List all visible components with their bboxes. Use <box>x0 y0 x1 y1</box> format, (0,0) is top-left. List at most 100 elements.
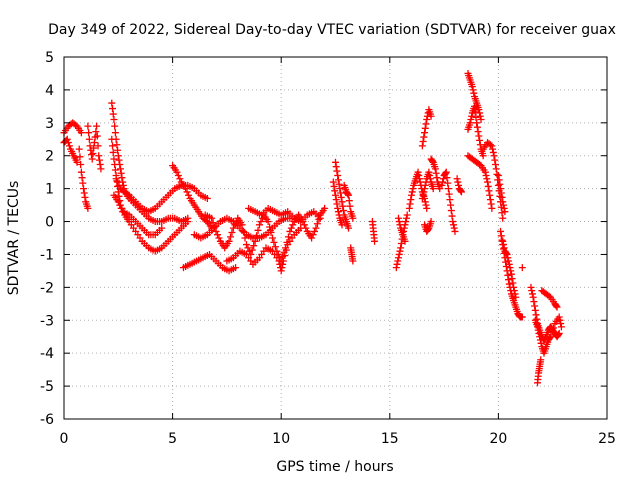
data-point <box>485 187 493 195</box>
data-point <box>63 135 71 143</box>
data-point <box>500 244 508 252</box>
data-point <box>409 185 417 193</box>
data-point <box>423 116 431 124</box>
data-point <box>501 208 509 216</box>
data-point <box>415 171 423 179</box>
data-point <box>407 196 415 204</box>
data-point <box>469 86 477 94</box>
data-point <box>339 202 347 210</box>
data-point <box>86 142 94 150</box>
data-point <box>447 207 455 215</box>
data-point <box>488 142 496 150</box>
data-point <box>508 275 516 283</box>
data-point <box>228 229 236 237</box>
data-point <box>510 283 518 291</box>
data-point <box>536 336 544 344</box>
data-point <box>402 214 410 222</box>
data-point <box>537 339 545 347</box>
data-point <box>486 141 494 149</box>
data-point <box>420 188 428 196</box>
data-point <box>109 110 117 118</box>
data-point <box>489 145 497 153</box>
data-point <box>284 233 292 241</box>
data-point <box>81 193 89 201</box>
data-point <box>397 244 405 252</box>
data-point <box>118 174 126 182</box>
data-point <box>173 168 181 176</box>
data-point <box>483 175 491 183</box>
data-point <box>403 211 411 219</box>
data-point <box>492 165 500 173</box>
data-point <box>533 323 541 331</box>
y-tick-label: 0 <box>45 215 54 231</box>
data-point <box>248 246 256 254</box>
data-point <box>534 326 542 334</box>
data-point <box>281 252 289 260</box>
data-point <box>421 124 429 132</box>
data-point <box>471 102 479 110</box>
data-point <box>433 174 441 182</box>
data-point <box>488 204 496 212</box>
x-tick-label: 10 <box>272 431 290 447</box>
data-point <box>495 176 503 184</box>
data-point <box>549 324 557 332</box>
y-tick-label: -3 <box>40 313 54 329</box>
y-tick-label: 2 <box>45 149 54 165</box>
data-point <box>443 174 451 182</box>
grid-lines <box>64 57 607 419</box>
x-tick-label: 15 <box>381 431 399 447</box>
data-point <box>421 129 429 137</box>
y-tick-label: 5 <box>45 50 54 66</box>
data-point <box>334 176 342 184</box>
y-tick-label: -1 <box>40 247 54 263</box>
data-point <box>467 116 475 124</box>
data-point <box>547 333 555 341</box>
data-point <box>264 218 272 226</box>
x-axis-ticks: 0 5 10 15 20 25 <box>60 57 616 447</box>
data-point <box>313 220 321 228</box>
data-point <box>97 165 105 173</box>
data-point <box>468 83 476 91</box>
y-tick-label: 4 <box>45 83 54 99</box>
data-point <box>557 320 565 328</box>
data-point <box>108 99 116 107</box>
data-point <box>93 132 101 140</box>
data-point <box>88 151 96 159</box>
data-point <box>111 129 119 137</box>
y-tick-label: 3 <box>45 116 54 132</box>
data-point <box>111 161 119 169</box>
data-point <box>473 119 481 127</box>
data-point <box>505 257 513 265</box>
data-point <box>174 171 182 179</box>
data-point <box>393 260 401 268</box>
data-point <box>444 179 452 187</box>
data-point <box>497 232 505 240</box>
data-point <box>531 306 539 314</box>
x-tick-label: 25 <box>598 431 616 447</box>
data-point <box>241 234 249 242</box>
data-point <box>499 241 507 249</box>
data-point <box>422 120 430 128</box>
data-point <box>183 188 191 196</box>
data-point <box>397 239 405 247</box>
data-point <box>510 287 518 295</box>
data-point <box>251 237 259 245</box>
data-point <box>511 290 519 298</box>
data-point <box>316 214 324 222</box>
data-point <box>503 250 511 258</box>
data-point <box>431 165 439 173</box>
data-point <box>439 175 447 183</box>
data-point <box>401 237 409 245</box>
data-point <box>89 150 97 158</box>
data-point <box>95 152 103 160</box>
data-point <box>94 142 102 150</box>
data-point <box>331 187 339 195</box>
data-point <box>115 156 123 164</box>
data-point <box>445 190 453 198</box>
data-point <box>78 174 86 182</box>
data-point <box>289 221 297 229</box>
data-point <box>333 200 341 208</box>
data-point <box>114 178 122 186</box>
data-point <box>392 264 400 272</box>
data-point <box>116 201 124 209</box>
